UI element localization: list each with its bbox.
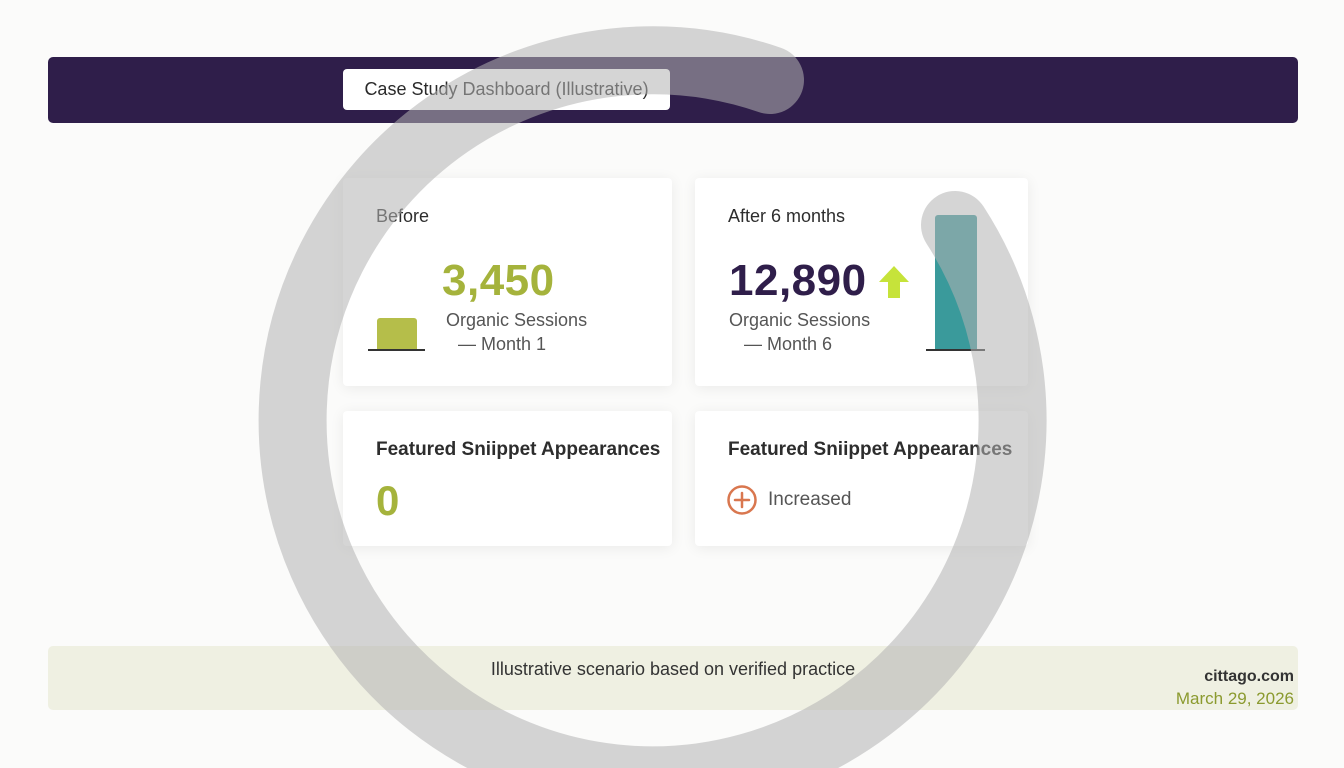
dashboard-title: Case Study Dashboard (Illustrative) — [343, 69, 670, 110]
snippet-before-card: Featured Sniippet Appearances 0 — [343, 411, 672, 546]
after-bar-baseline — [926, 349, 985, 351]
snippet-after-card: Featured Sniippet Appearances Increased — [695, 411, 1028, 546]
before-metric-label: Organic Sessions — [446, 310, 588, 330]
before-sessions-value: 3,450 — [442, 256, 555, 305]
after-sessions-value: 12,890 — [729, 256, 867, 305]
before-bar-baseline — [368, 349, 425, 351]
footer-date: March 29, 2026 — [1175, 689, 1294, 708]
after-card: After 6 months 12,890 Organic Sessions —… — [695, 178, 1028, 386]
header-bar — [48, 57, 1298, 123]
footer-bar: Illustrative scenario based on verified … — [48, 646, 1298, 710]
before-label: Before — [376, 206, 430, 226]
snippet-before-heading: Featured Sniippet Appearances — [376, 439, 661, 460]
after-metric-label: Organic Sessions — [729, 310, 871, 330]
after-period-label: — Month 6 — [744, 334, 833, 354]
after-bar — [935, 215, 977, 350]
snippet-after-status: Increased — [768, 489, 852, 510]
after-label: After 6 months — [728, 206, 846, 226]
footer-caption: Illustrative scenario based on verified … — [490, 659, 856, 679]
footer-domain: cittago.com — [1204, 668, 1294, 685]
snippet-before-value: 0 — [376, 477, 400, 524]
arrow-up-icon — [879, 266, 909, 298]
before-bar — [377, 318, 417, 350]
before-card: Before 3,450 Organic Sessions — Month 1 — [343, 178, 672, 386]
before-period-label: — Month 1 — [458, 334, 547, 354]
plus-circle-icon — [727, 485, 757, 515]
snippet-after-heading: Featured Sniippet Appearances — [728, 439, 1013, 460]
